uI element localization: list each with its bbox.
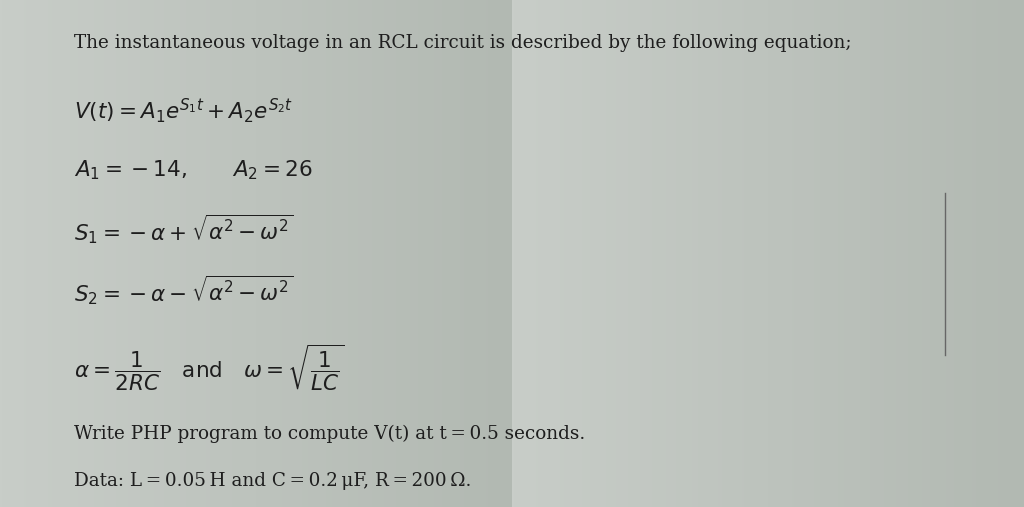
Text: $A_1 = -14, \qquad A_2 = 26$: $A_1 = -14, \qquad A_2 = 26$ [74,158,312,182]
Text: $S_1 = -\alpha + \sqrt{\alpha^2 - \omega^2}$: $S_1 = -\alpha + \sqrt{\alpha^2 - \omega… [74,212,294,246]
Text: The instantaneous voltage in an RCL circuit is described by the following equati: The instantaneous voltage in an RCL circ… [74,34,851,52]
Text: Write PHP program to compute V(t) at t = 0.5 seconds.: Write PHP program to compute V(t) at t =… [74,424,585,443]
Text: Data: L = 0.05 H and C = 0.2 μF, R = 200 Ω.: Data: L = 0.05 H and C = 0.2 μF, R = 200… [74,472,471,490]
Text: $S_2 = -\alpha - \sqrt{\alpha^2 - \omega^2}$: $S_2 = -\alpha - \sqrt{\alpha^2 - \omega… [74,273,294,307]
Text: $\alpha = \dfrac{1}{2RC} \quad\mathrm{and}\quad \omega = \sqrt{\dfrac{1}{LC}}$: $\alpha = \dfrac{1}{2RC} \quad\mathrm{an… [74,342,344,393]
Text: $V(t) = A_1 e^{S_1 t} + A_2 e^{S_2 t}$: $V(t) = A_1 e^{S_1 t} + A_2 e^{S_2 t}$ [74,96,293,125]
